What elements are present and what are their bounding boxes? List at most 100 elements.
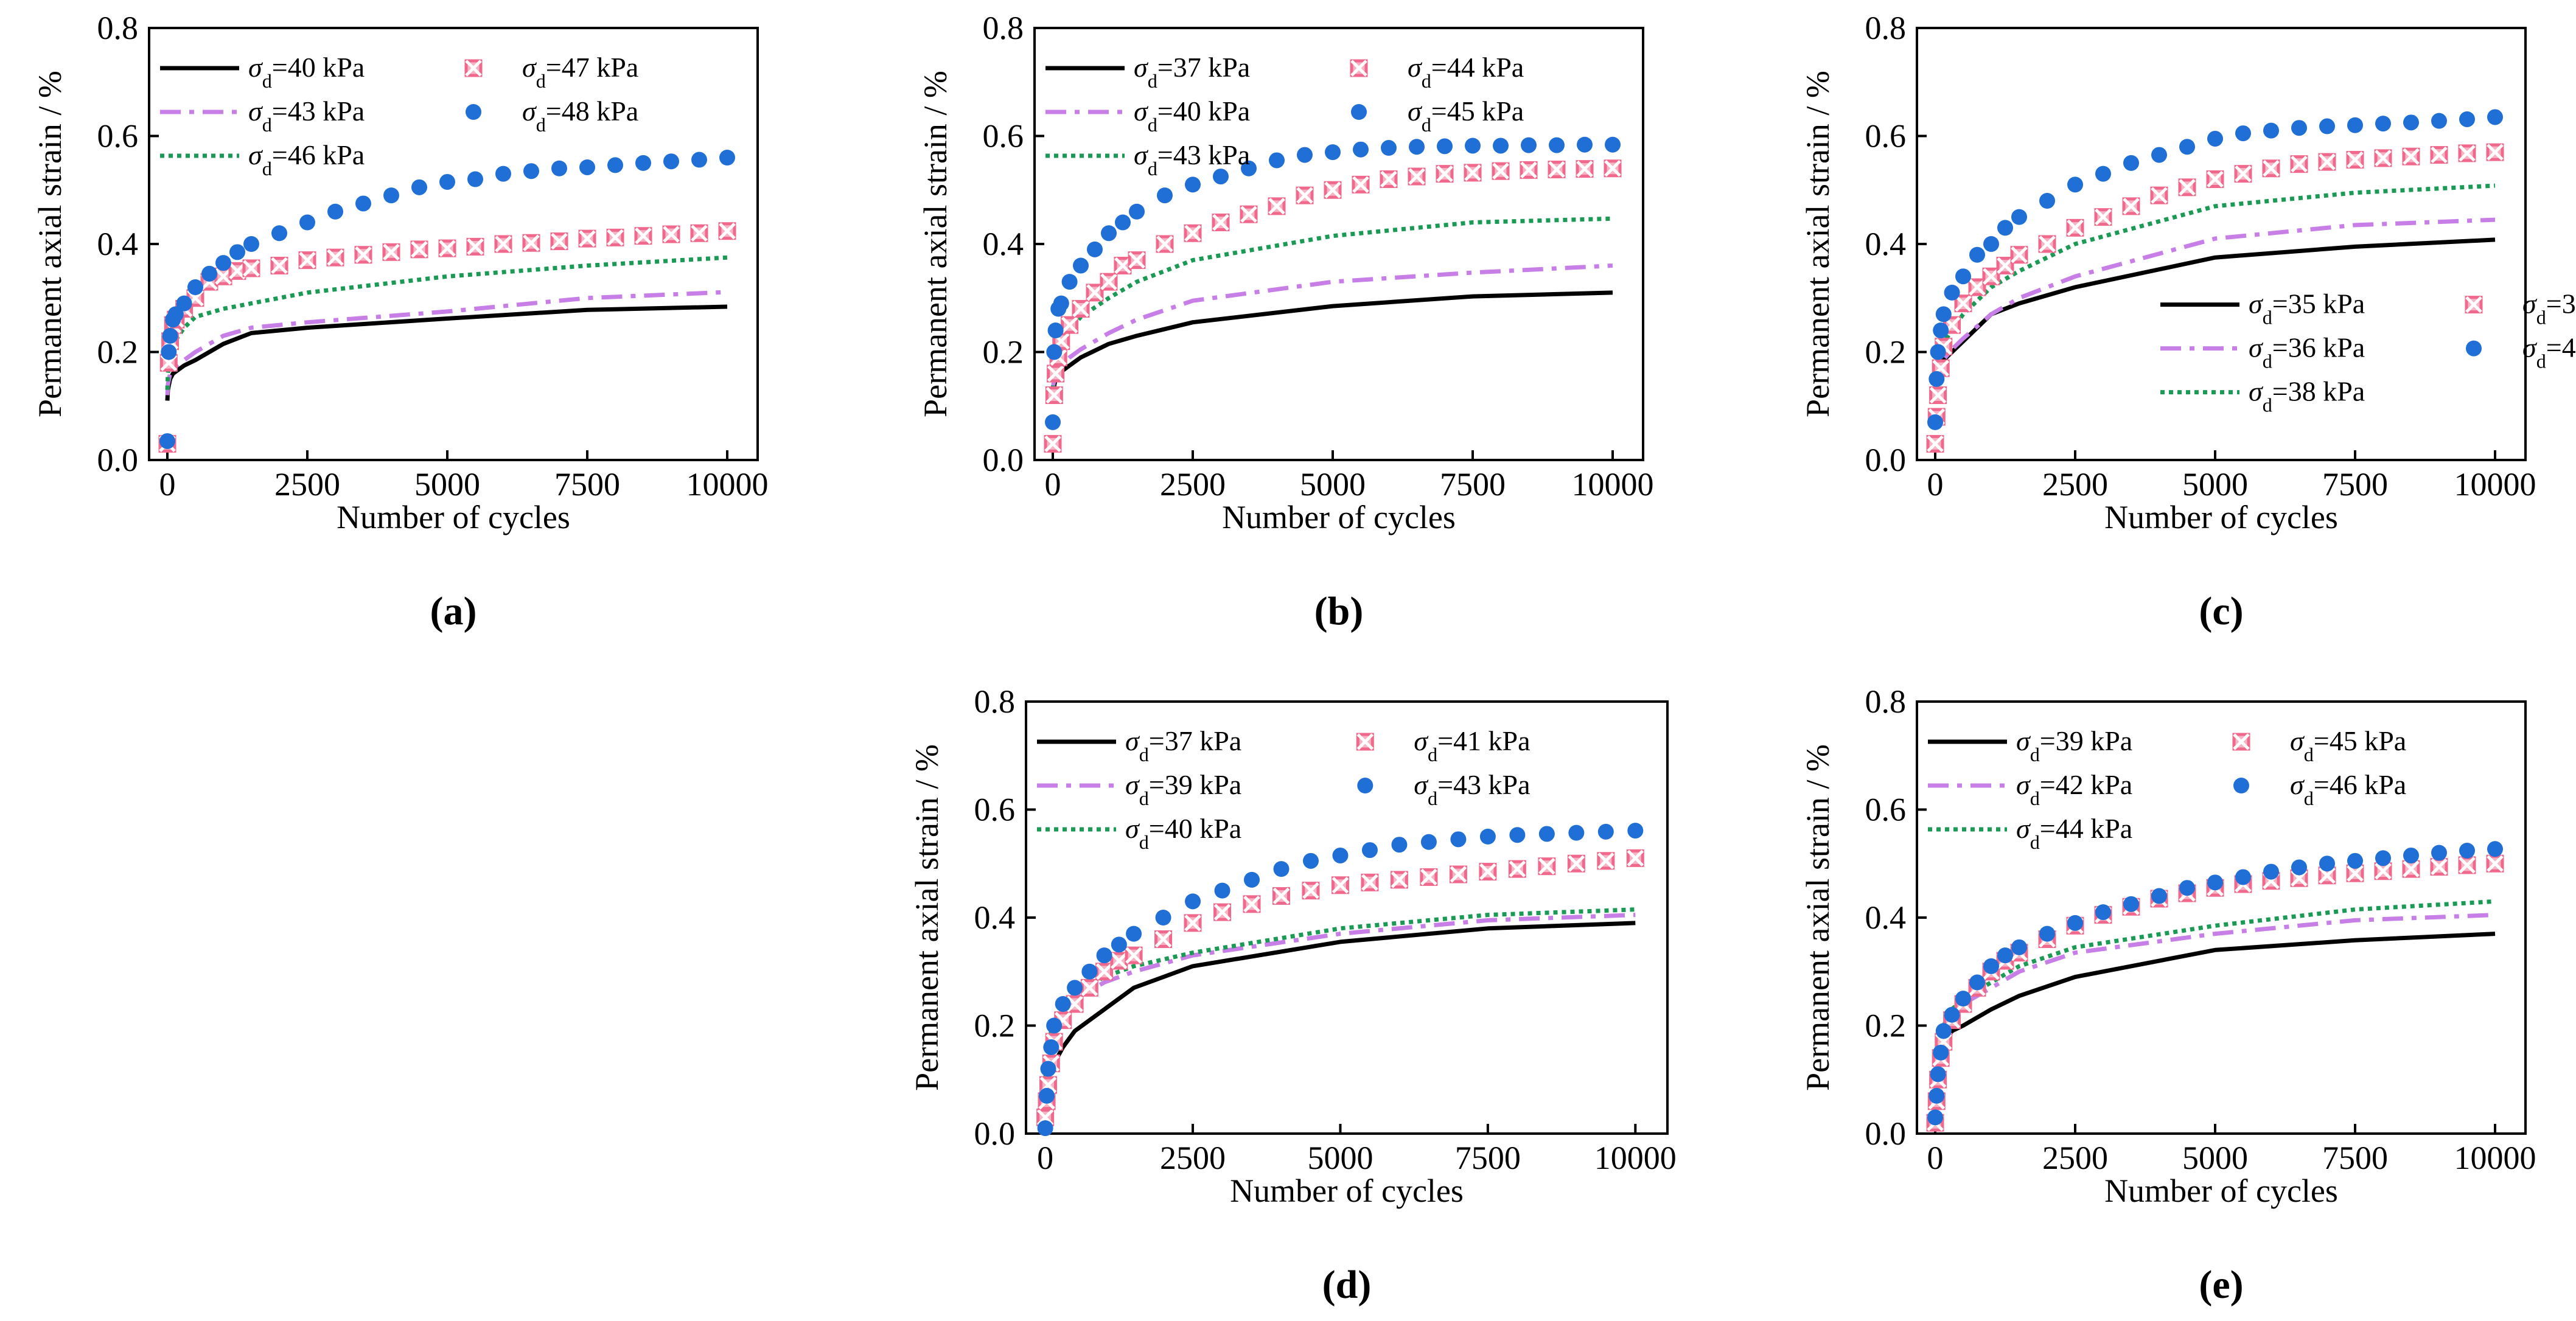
y-tick-label: 0.6: [1865, 118, 1907, 155]
data-point: [270, 257, 288, 274]
data-point: [1935, 306, 1952, 322]
legend-marker: [2466, 340, 2482, 357]
legend-label: σd=43 kPa: [248, 96, 365, 136]
data-point: [1492, 162, 1510, 180]
legend-entry: σd=37 kPa: [1045, 52, 1250, 92]
panel-label: (d): [1322, 1263, 1372, 1307]
y-tick-label: 0.8: [1865, 683, 1907, 720]
x-tick-label: 7500: [2322, 466, 2388, 503]
panel-label: (e): [2199, 1263, 2243, 1307]
data-point: [1072, 300, 1090, 318]
y-tick-label: 0.2: [1865, 1008, 1907, 1044]
data-point: [1568, 824, 1585, 841]
data-point: [1605, 136, 1621, 153]
data-point: [579, 159, 595, 175]
chart-panel-c: 0.0 0.2 0.4 0.6 0.8 0 2500 5000 7500 10000 Number …: [1799, 10, 2576, 633]
data-point: [1997, 220, 2013, 236]
legend-entry: σd=37 kPa: [1037, 725, 1241, 765]
data-point: [1996, 257, 2014, 274]
x-axis-label: Number of cycles: [2104, 499, 2338, 535]
data-point: [2374, 149, 2392, 167]
legend-label: σd=39 kPa: [2522, 288, 2576, 329]
y-axis-label: Permanent axial strain / %: [32, 71, 68, 417]
x-tick-label: 7500: [1455, 1140, 1521, 1176]
x-tick-label: 5000: [414, 466, 480, 503]
data-point: [161, 344, 177, 360]
data-point: [2262, 159, 2280, 178]
x-tick-label: 2500: [2042, 466, 2108, 503]
data-point: [2151, 888, 2167, 904]
y-axis-label: Permanent axial strain / %: [1799, 71, 1836, 417]
data-point: [159, 433, 175, 449]
legend-label: σd=40 kPa: [1125, 813, 1241, 853]
data-point: [2206, 170, 2224, 188]
x-tick-label: 2500: [1160, 1140, 1226, 1176]
y-tick-label: 0.0: [974, 1115, 1016, 1152]
legend-label: σd=42 kPa: [2016, 769, 2132, 809]
data-point: [2291, 120, 2307, 136]
legend-entry: σd=40 kPa: [160, 52, 365, 92]
panel-label: (b): [1314, 589, 1364, 633]
y-tick-label: 0.0: [97, 442, 139, 478]
y-tick-label: 0.4: [974, 899, 1016, 936]
data-point: [1067, 980, 1083, 996]
legend-entry: σd=39 kPa: [1037, 769, 1241, 809]
data-point: [1493, 138, 1509, 154]
data-point: [214, 267, 232, 285]
data-point: [2291, 859, 2307, 876]
data-point: [1243, 895, 1261, 913]
legend-label: σd=40 kPa: [2522, 332, 2576, 372]
data-point: [719, 150, 735, 166]
data-point: [1969, 246, 1985, 263]
data-point: [2038, 235, 2056, 253]
x-tick-label: 5000: [2182, 1140, 2248, 1176]
data-point: [187, 279, 203, 295]
legend-entry: σd=46 kPa: [160, 139, 365, 180]
data-point: [1046, 344, 1063, 360]
data-point: [1080, 978, 1098, 997]
data-point: [1046, 1017, 1063, 1034]
data-point: [1096, 947, 1112, 964]
legend-entry: σd=40 kPa: [1045, 96, 1250, 136]
data-point: [1037, 1120, 1053, 1137]
data-point: [167, 306, 184, 322]
data-point: [1269, 152, 1285, 169]
data-point: [2234, 165, 2252, 183]
data-point: [1929, 371, 1945, 387]
data-point: [663, 153, 679, 170]
data-point: [1213, 169, 1229, 185]
data-point: [1955, 991, 1971, 1007]
data-point: [467, 171, 483, 187]
legend-label: σd=41 kPa: [1414, 725, 1530, 765]
legend-label: σd=35 kPa: [2249, 288, 2365, 329]
x-tick-label: 10000: [1594, 1140, 1677, 1176]
y-tick-label: 0.2: [97, 334, 139, 371]
x-tick-label: 5000: [2182, 466, 2248, 503]
y-tick-label: 0.4: [1865, 899, 1907, 936]
data-point: [1927, 414, 1943, 430]
chart-panel-a: 0.0 0.2 0.4 0.6 0.8 0 2500 5000 7500 10000 Number …: [32, 10, 769, 633]
y-axis-label: Permanent axial strain / %: [917, 71, 954, 417]
data-point: [1244, 871, 1260, 888]
legend-label: σd=44 kPa: [1408, 52, 1524, 92]
data-point: [1997, 947, 2013, 964]
legend-marker: [2233, 778, 2249, 793]
data-point: [2095, 904, 2111, 921]
data-point: [215, 255, 231, 271]
legend-entry: σd=44 kPa: [1350, 52, 1524, 92]
data-point: [2179, 139, 2195, 155]
data-point: [1521, 137, 1537, 153]
data-point: [410, 240, 428, 259]
data-point: [2318, 153, 2336, 171]
data-point: [229, 244, 245, 260]
data-point: [2207, 874, 2223, 891]
data-point: [1081, 963, 1098, 980]
data-point: [355, 195, 371, 212]
data-point: [1325, 144, 1341, 161]
series-line: [165, 290, 728, 396]
data-point: [1184, 224, 1202, 242]
data-point: [551, 160, 567, 176]
data-point: [438, 239, 456, 257]
